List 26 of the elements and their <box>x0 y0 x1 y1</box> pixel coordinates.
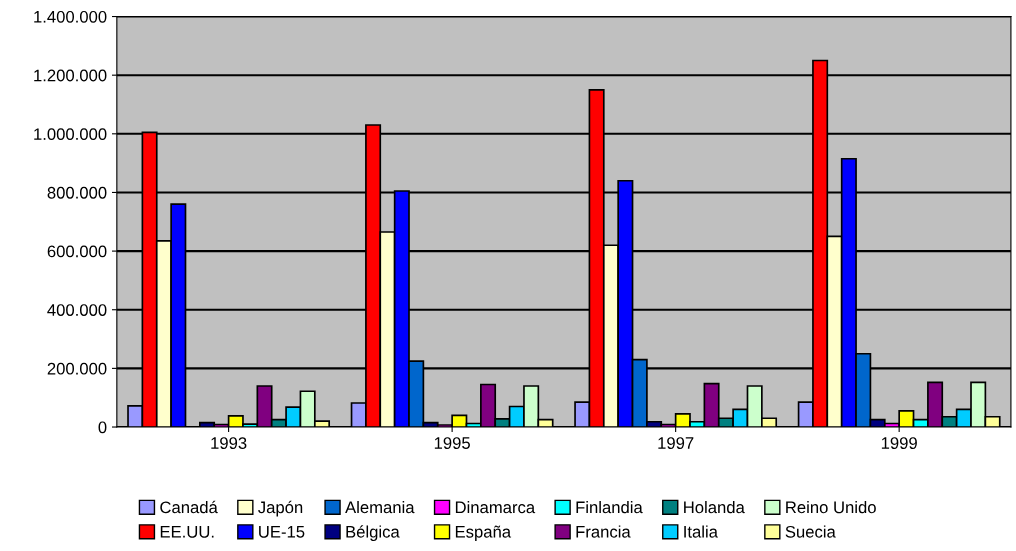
legend-label: Finlandia <box>576 501 643 514</box>
legend-label: Italia <box>684 525 718 538</box>
legend-label: EE.UU. <box>160 526 214 538</box>
legend-label: Alemania <box>345 501 415 514</box>
legend-label: Bélgica <box>346 525 400 541</box>
y-tick-label: 600.000 <box>47 245 107 258</box>
legend-label: Canadá <box>160 500 218 514</box>
y-tick-label: 1.000.000 <box>34 128 107 141</box>
legend-label: Holanda <box>684 501 745 514</box>
y-tick-label: 0 <box>98 421 107 434</box>
legend-label: Dinamarca <box>455 501 536 514</box>
legend-label: UE-15 <box>259 526 305 538</box>
legend-label: Suecia <box>785 525 836 538</box>
y-tick-label: 800.000 <box>47 186 107 199</box>
y-tick-label: 200.000 <box>47 362 107 375</box>
y-tick-label: 1.200.000 <box>34 69 107 82</box>
x-tick-label: 1999 <box>881 437 917 449</box>
legend-label: España <box>455 525 512 541</box>
legend-label: Francia <box>576 525 631 538</box>
y-tick-label: 400.000 <box>47 304 107 316</box>
y-tick-label: 1.400.000 <box>34 10 107 23</box>
x-tick-label: 1995 <box>434 437 470 449</box>
x-tick-label: 1997 <box>658 437 694 449</box>
x-tick-label: 1993 <box>211 437 247 449</box>
legend-label: Reino Unido <box>786 501 876 514</box>
legend-label: Japón <box>258 500 303 517</box>
